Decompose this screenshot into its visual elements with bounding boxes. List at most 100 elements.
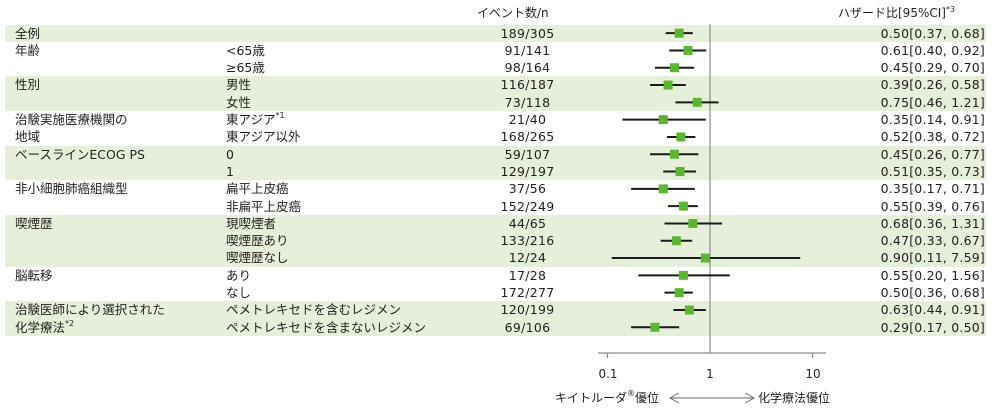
subgroup-label-text: 現喫煙者 <box>226 215 277 231</box>
category-label-text: 脳転移 <box>15 267 53 283</box>
subgroup-label-text: ペメトレキセドを含まないレジメン <box>226 319 427 335</box>
hazard-ratio-value: 0.45[0.26, 0.77] <box>820 146 985 163</box>
hr-marker <box>671 236 681 246</box>
events-header: イベント数/n <box>477 6 549 20</box>
hr-marker <box>692 97 702 107</box>
tick-label-10: 10 <box>805 367 821 381</box>
events-value-text: 59/107 <box>504 146 551 162</box>
subgroup-label-text: 男性 <box>226 77 252 93</box>
hazard-ratio-value-text: 0.47[0.33, 0.67] <box>880 233 985 249</box>
events-value-text: 69/106 <box>504 319 551 335</box>
hazard-ratio-value-text: 0.51[0.35, 0.73] <box>880 163 985 179</box>
subgroup-label-footnote: *1 <box>275 111 285 120</box>
events-value-text: 172/277 <box>500 285 555 300</box>
category-label: 全例 <box>15 25 40 42</box>
subgroup-label-text: 女性 <box>226 94 252 110</box>
subgroup-label: 扁平上皮癌 <box>226 180 289 197</box>
events-value: 21/40 <box>470 111 585 128</box>
events-value: 129/197 <box>470 163 585 180</box>
hr-marker <box>676 132 686 142</box>
subgroup-label: 喫煙歴なし <box>226 249 289 266</box>
hr-marker <box>674 288 684 298</box>
category-label: 年齢 <box>15 42 40 59</box>
hr-marker <box>650 322 660 332</box>
table-row: 喫煙歴なし 12/24 0.90[0.11, 7.59] <box>0 249 1000 266</box>
subgroup-label: 現喫煙者 <box>226 215 276 232</box>
events-value-text: 116/187 <box>500 77 555 93</box>
hr-header: ハザード比[95%CI]*3 <box>838 5 955 21</box>
events-value: 172/277 <box>470 284 585 301</box>
hazard-ratio-value-text: 0.39[0.26, 0.58] <box>880 77 985 93</box>
registered-mark: ® <box>627 389 636 398</box>
subgroup-label-text: 喫煙歴あり <box>226 233 289 249</box>
events-value: 12/24 <box>470 249 585 266</box>
hr-marker <box>684 305 694 315</box>
hr-header-label: ハザード比[95%CI] <box>838 6 946 20</box>
hazard-ratio-value-text: 0.63[0.44, 0.91] <box>880 302 985 318</box>
hazard-ratio-value: 0.55[0.20, 1.56] <box>820 267 985 284</box>
subgroup-label: 1 <box>226 163 234 180</box>
table-row: ベースラインECOG PS 0 59/107 0.45[0.26, 0.77] <box>0 146 1000 163</box>
subgroup-label: あり <box>226 267 251 284</box>
subgroup-label-text: 非扁平上皮癌 <box>226 198 302 214</box>
table-row: 治験実施医療機関の 東アジア*1 21/40 0.35[0.14, 0.91] <box>0 111 1000 128</box>
category-label: 性別 <box>15 76 40 93</box>
subgroup-label: 非扁平上皮癌 <box>226 198 301 215</box>
events-value: 152/249 <box>470 198 585 215</box>
row-band <box>5 301 986 336</box>
hazard-ratio-value: 0.55[0.39, 0.76] <box>820 198 985 215</box>
subgroup-label-text: あり <box>226 267 252 283</box>
arrow-right-icon <box>744 392 756 404</box>
table-row: 化学療法*2 ペメトレキセドを含まないレジメン 69/106 0.29[0.17, 0… <box>0 319 1000 336</box>
hazard-ratio-value: 0.68[0.36, 1.31] <box>820 215 985 232</box>
events-value-text: 17/28 <box>508 267 547 283</box>
hr-marker <box>669 63 679 73</box>
subgroup-label-text: 扁平上皮癌 <box>226 181 289 197</box>
hazard-ratio-value: 0.45[0.29, 0.70] <box>820 59 985 76</box>
hazard-ratio-value: 0.90[0.11, 7.59] <box>820 249 985 266</box>
hazard-ratio-value-text: 0.68[0.36, 1.31] <box>880 215 985 231</box>
row-band <box>5 24 986 42</box>
subgroup-label: ≥65歳 <box>226 59 265 76</box>
events-value-text: 189/305 <box>500 25 555 41</box>
hazard-ratio-value: 0.50[0.37, 0.68] <box>820 25 985 42</box>
subgroup-label-text: 喫煙歴なし <box>226 250 289 266</box>
row-band <box>5 214 986 267</box>
subgroup-label: <65歳 <box>226 42 265 59</box>
table-row: 1 129/197 0.51[0.35, 0.73] <box>0 163 1000 180</box>
subgroup-label-text: なし <box>226 285 252 300</box>
hazard-ratio-value: 0.75[0.46, 1.21] <box>820 94 985 111</box>
category-label-text: 治験実施医療機関の <box>15 112 128 127</box>
subgroup-label: なし <box>226 284 251 301</box>
events-value-text: 44/65 <box>508 215 547 231</box>
hazard-ratio-value: 0.35[0.14, 0.91] <box>820 111 985 128</box>
subgroup-label: 0 <box>226 146 234 163</box>
hazard-ratio-value-text: 0.61[0.40, 0.92] <box>880 42 985 58</box>
category-label-text: 喫煙歴 <box>15 215 53 231</box>
tick-label-0.1: 0.1 <box>598 367 618 381</box>
table-row: 全例 189/305 0.50[0.37, 0.68] <box>0 25 1000 42</box>
table-row: 非小細胞肺癌組織型 扁平上皮癌 37/56 0.35[0.17, 0.71] <box>0 180 1000 197</box>
subgroup-label: ペメトレキセドを含まないレジメン <box>226 319 426 336</box>
hazard-ratio-value-text: 0.55[0.20, 1.56] <box>880 267 985 283</box>
subgroup-label-text: 0 <box>226 146 234 162</box>
events-value: 189/305 <box>470 25 585 42</box>
hazard-ratio-value: 0.35[0.17, 0.71] <box>820 180 985 197</box>
events-value: 59/107 <box>470 146 585 163</box>
events-value-text: 168/265 <box>500 129 555 145</box>
hazard-ratio-value-text: 0.29[0.17, 0.50] <box>880 319 985 335</box>
hr-marker <box>683 45 693 55</box>
hazard-ratio-value: 0.29[0.17, 0.50] <box>820 319 985 336</box>
favors-chemo-label: 化学療法優位 <box>758 391 831 405</box>
category-label: 治験医師により選択された <box>15 301 165 318</box>
events-value: 73/118 <box>470 94 585 111</box>
category-label-text: 地域 <box>15 129 41 145</box>
row-band <box>5 76 986 111</box>
subgroup-label-text: 東アジア <box>226 112 276 127</box>
events-value-text: 73/118 <box>504 94 551 110</box>
hr-marker <box>700 253 710 263</box>
hr-marker <box>675 167 685 177</box>
favors-keytruda-label: キイトルーダ®優位 <box>555 389 659 406</box>
events-value-text: 21/40 <box>508 112 547 127</box>
table-row: 年齢 <65歳 91/141 0.61[0.40, 0.92] <box>0 42 1000 59</box>
